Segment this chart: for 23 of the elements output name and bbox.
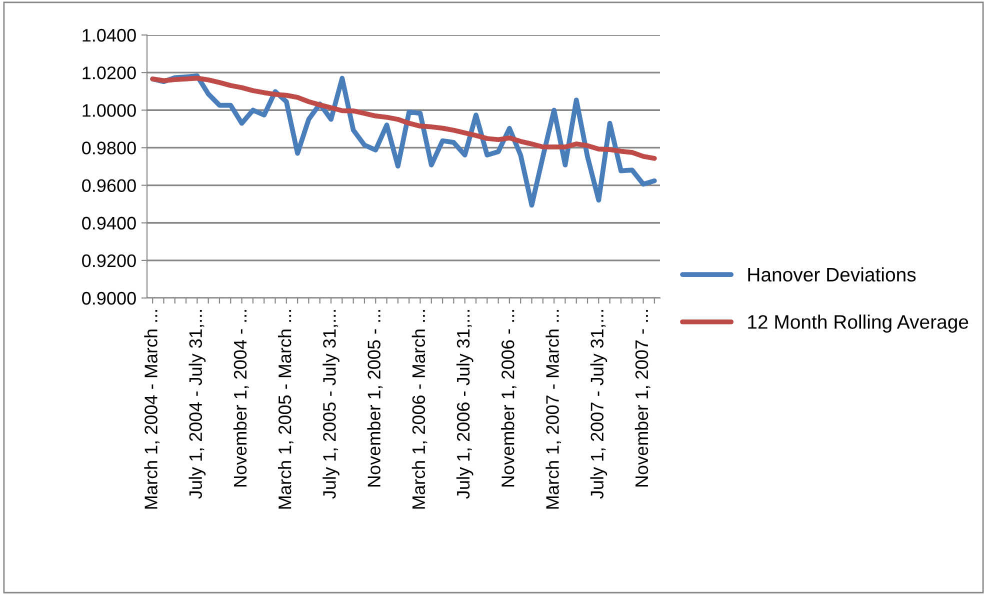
y-tick-label: 1.0400 [82,28,136,42]
y-tick-label: 1.0200 [82,66,136,80]
y-tick-label: 0.9800 [82,142,136,154]
x-tick-label: July 1, 2007 - July 31,... [590,310,608,499]
y-tick-label: 0.9600 [82,179,136,192]
y-tick-label: 0.9400 [82,216,136,230]
x-tick-label: November 1, 2007 - ... [634,310,650,487]
legend-label: 12 Month Rolling Average [748,314,968,333]
x-tick-label: March 1, 2006 - March ... [412,310,428,509]
y-tick-label: 0.9200 [82,254,136,268]
legend-label: Hanover Deviations [748,267,916,282]
x-tick-label: March 1, 2007 - March ... [546,310,562,509]
line-series [150,76,657,161]
y-tick-label: 1.0000 [82,104,136,117]
x-tick-label: November 1, 2005 - ... [367,310,383,487]
x-tick-label: July 1, 2005 - July 31,... [322,310,340,499]
y-tick-label: 0.9000 [82,292,136,305]
x-tick-label: March 1, 2005 - March ... [278,310,294,509]
x-tick-label: July 1, 2006 - July 31,... [456,310,474,499]
x-tick-label: November 1, 2004 - ... [233,310,249,487]
x-tick-label: November 1, 2006 - ... [501,310,516,487]
x-tick-label: March 1, 2004 - March ... [144,310,160,509]
x-tick-label: July 1, 2004 - July 31,... [188,310,206,499]
